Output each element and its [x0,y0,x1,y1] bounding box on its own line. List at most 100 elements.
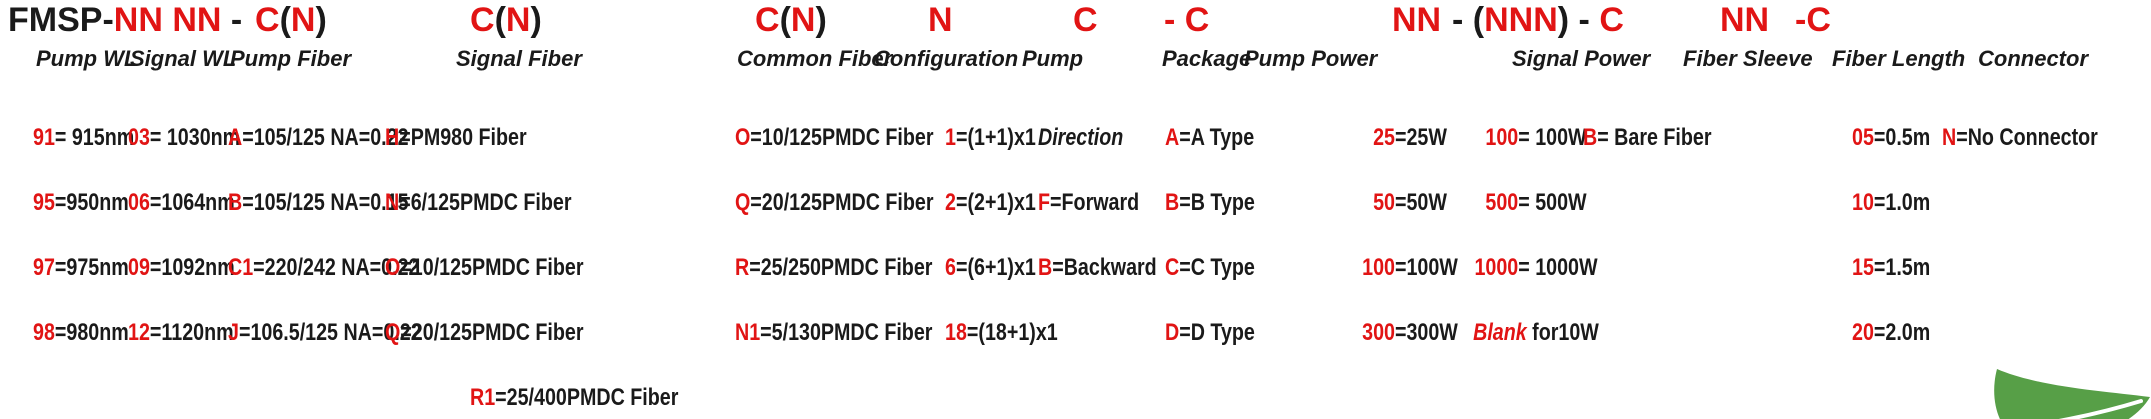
option-code: 100 [1362,254,1395,281]
option-configuration-6: 6=(6+1)x1 [945,254,1036,282]
option-description: = 915nm [54,124,135,151]
option-code: F [1038,189,1051,216]
option-description: =(1+1)x1 [955,124,1036,151]
option-description: =25/400PMDC Fiber [495,384,679,411]
option-signal-power-100: 100= 100W [1485,124,1586,152]
option-code: 50 [1373,189,1395,216]
option-description: =975nm [54,254,129,281]
column-header-package: Package [1162,46,1252,71]
column-header-connector: Connector [1978,46,2088,71]
option-pump-wl-91: 91= 915nm [33,124,134,152]
code-segment-package: - C [1164,1,1210,39]
code-segment-signal-fiber: C(N) [470,0,542,42]
option-code: 06 [128,189,150,216]
option-description: =50W [1394,189,1447,216]
option-signal-wl-09: 09=1092nm [128,254,235,282]
option-code: Q [385,319,401,346]
option-description: =950nm [54,189,129,216]
code-segment-common-fiber: C(N) [755,0,827,42]
option-description: =5/130PMDC Fiber [760,319,933,346]
option-description: = 1000W [1517,254,1598,281]
option-description: =20/125PMDC Fiber [750,189,934,216]
code-paren: ) [315,1,327,39]
option-common-fiber-N1: N1=5/130PMDC Fiber [735,319,932,347]
option-description: = Bare Fiber [1597,124,1712,151]
code-paren: ) - [1557,1,1600,39]
option-code: 2 [945,189,956,216]
code-prefix-text: FMSP- [8,1,114,39]
option-code: 100 [1484,124,1518,151]
option-signal-fiber-Q: Q=20/125PMDC Fiber [385,319,584,347]
option-code: 18 [945,319,967,346]
option-code: 300 [1362,319,1395,346]
option-fiber-length-05: 05=0.5m [1852,124,1930,152]
code-nnn: NNN [1484,1,1558,39]
code-c: C [255,1,280,39]
option-code: J [228,319,239,346]
option-description: = 500W [1517,189,1587,216]
option-code: 20 [1852,319,1874,346]
option-description: =PM980 Fiber [399,124,527,151]
code-segment-fiber-length: NN [1720,1,1770,39]
option-pump-power-25: 25=25W [1373,124,1447,152]
option-code: 05 [1852,124,1874,151]
option-code: 09 [128,254,150,281]
column-header-signal-power: Signal Power [1512,46,1651,71]
option-description: = 1030nm [149,124,241,151]
option-code: C [1165,254,1180,281]
option-pump-wl-95: 95=950nm [33,189,129,217]
option-code: Q [735,189,751,216]
option-configuration-1: 1=(1+1)x1 [945,124,1036,152]
option-package-B: B=B Type [1165,189,1255,217]
option-pump-power-50: 50=50W [1373,189,1447,217]
option-code: 25 [1373,124,1395,151]
column-header-pump-wl: Pump WL [36,46,138,71]
column-header-signal-wl: Signal WL [130,46,237,71]
option-description: =Backward [1052,254,1157,281]
option-pump-fiber-J: J=106.5/125 NA=0.22 [228,319,422,347]
option-code: A [1165,124,1180,151]
option-code: B [1038,254,1053,281]
option-code: 1 [945,124,956,151]
code-c: C [755,1,780,39]
option-fiber-length-20: 20=2.0m [1852,319,1930,347]
option-code: 12 [128,319,150,346]
column-header-common-fiber: Common Fiber [737,46,893,71]
code-n: N [505,1,531,39]
code-c: C [470,1,495,39]
option-fiber-length-10: 10=1.0m [1852,189,1930,217]
option-signal-fiber-R1: R1=25/400PMDC Fiber [470,384,678,412]
option-description: =10/125PMDC Fiber [750,124,934,151]
option-code: N [385,189,400,216]
option-pump-direction-blank: Direction [1038,124,1123,152]
option-package-D: D=D Type [1165,319,1255,347]
option-code: 500 [1484,189,1518,216]
option-signal-power-Blank: Blank for10W [1473,319,1599,347]
option-common-fiber-Q: Q=20/125PMDC Fiber [735,189,934,217]
option-description: =220/242 NA=0.22 [253,254,420,281]
option-code: N1 [735,319,761,346]
column-header-fiber-length: Fiber Length [1832,46,1966,71]
option-pump-power-300: 300=300W [1362,319,1458,347]
option-description: =20/125PMDC Fiber [400,319,584,346]
option-description: =(18+1)x1 [966,319,1058,346]
option-signal-fiber-O: O=10/125PMDC Fiber [385,254,584,282]
option-pump-fiber-A: A=105/125 NA=0.22 [228,124,409,152]
option-description: =980nm [54,319,129,346]
code-c: C [1599,1,1624,39]
code-wl-text: NN NN [113,1,222,39]
option-description: =1064nm [149,189,235,216]
option-pump-wl-98: 98=980nm [33,319,129,347]
option-description: =2.0m [1873,319,1931,346]
option-pump-wl-97: 97=975nm [33,254,129,282]
option-code: N [1942,124,1957,151]
option-description: =Forward [1050,189,1140,216]
option-description: =D Type [1179,319,1255,346]
option-description: =25W [1394,124,1447,151]
option-description: =106.5/125 NA=0.22 [238,319,422,346]
option-code: R1 [470,384,496,411]
option-description: =C Type [1179,254,1255,281]
code-paren: ( [279,1,291,39]
option-common-fiber-O: O=10/125PMDC Fiber [735,124,934,152]
